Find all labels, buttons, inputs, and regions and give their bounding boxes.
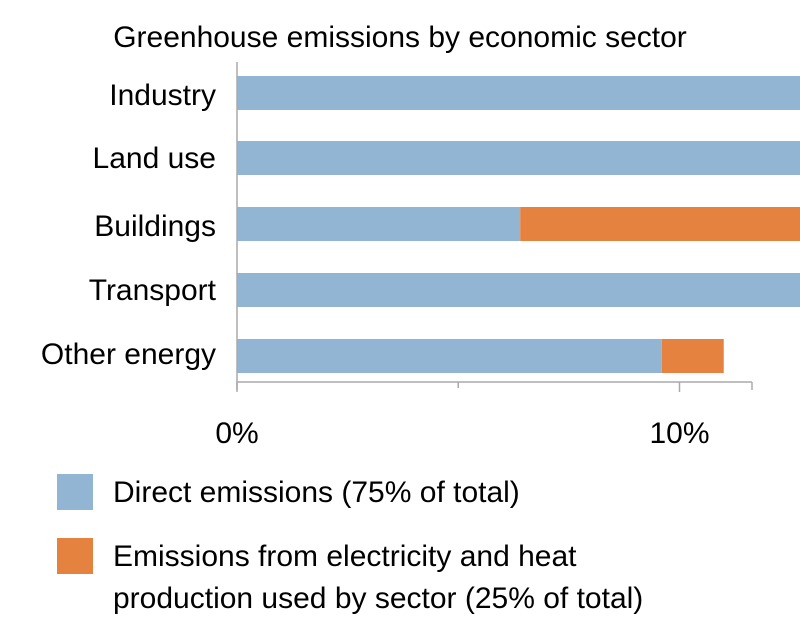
bar-transport-direct <box>237 273 800 307</box>
bar-buildings-direct <box>237 207 521 241</box>
chart-title: Greenhouse emissions by economic sector <box>113 21 687 54</box>
x-tick-label: 10% <box>649 417 709 450</box>
category-label-land-use: Land use <box>93 142 216 175</box>
bar-industry-direct <box>237 76 800 110</box>
bar-buildings-electricity <box>520 207 800 241</box>
category-label-other-energy: Other energy <box>41 338 216 371</box>
category-label-transport: Transport <box>89 274 217 307</box>
legend-swatch-direct <box>57 474 93 510</box>
category-label-buildings: Buildings <box>94 210 216 243</box>
bar-land-use-direct <box>237 141 800 175</box>
legend-label-electricity: Emissions from electricity and heat produ… <box>113 540 643 615</box>
bar-other-energy-electricity <box>661 339 724 373</box>
plot-area: Industry Land use Buildings Transport Other … <box>41 62 800 450</box>
legend-swatch-electricity <box>57 538 93 574</box>
category-label-industry: Industry <box>109 79 216 112</box>
legend: Direct emissions (75% of total) Emission… <box>57 474 643 615</box>
bar-other-energy-direct <box>237 339 662 373</box>
legend-label-direct: Direct emissions (75% of total) <box>113 476 520 509</box>
x-tick-label: 0% <box>215 417 258 450</box>
